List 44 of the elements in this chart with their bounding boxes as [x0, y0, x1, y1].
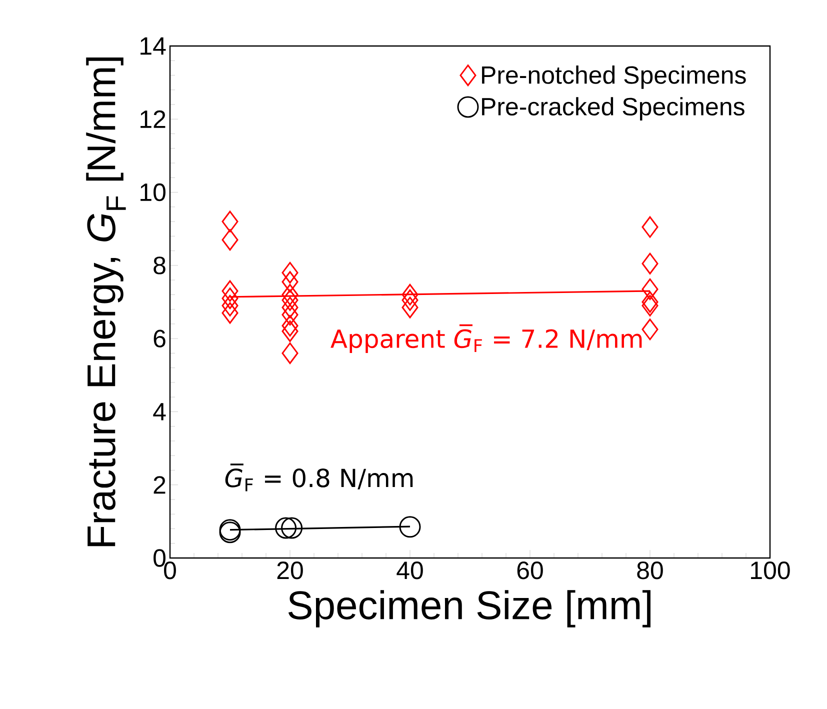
point: [281, 517, 303, 539]
x-tick-label: 40: [396, 562, 423, 580]
y-tick-label: 4: [153, 403, 166, 420]
x-tick-label: 100: [751, 562, 790, 580]
y-tick-label: 12: [140, 110, 166, 128]
point: [642, 294, 658, 316]
point: [282, 271, 298, 293]
legend-label: Pre-cracked Specimens: [482, 97, 744, 120]
point: [282, 342, 298, 364]
point: [282, 262, 298, 284]
point: [282, 320, 298, 342]
annotation: G̅$_{F}$ = 0.8 N/mm: [225, 464, 413, 492]
point: [642, 318, 658, 340]
point: [642, 252, 658, 274]
point: [282, 289, 298, 311]
point: [402, 289, 418, 311]
legend-label: Pre-notched Specimens: [482, 66, 746, 89]
y-axis-title: Fracture Energy, G$_{F}$ [N/mm]: [86, 57, 126, 546]
point: [222, 288, 238, 310]
x-tick-label: 80: [637, 562, 663, 580]
x-tick-label: 20: [277, 562, 303, 580]
point: [282, 296, 298, 318]
y-tick-label: 10: [140, 183, 166, 202]
point: [402, 296, 418, 318]
y-tick-label: 8: [154, 256, 166, 274]
point: [275, 517, 297, 539]
point: [402, 284, 418, 306]
point: [642, 216, 658, 238]
point: [642, 278, 658, 300]
annotation: Apparent G̅$_{F}$ = 7.2 N/mm: [330, 324, 642, 353]
point: [282, 304, 298, 326]
point: [222, 280, 238, 302]
point: [222, 210, 238, 232]
point: [282, 284, 298, 306]
x-axis-title: Specimen Size [mm]: [288, 590, 650, 628]
y-tick-label: 6: [154, 330, 166, 348]
point: [222, 229, 238, 251]
x-tick-label: 60: [517, 562, 543, 580]
point: [222, 302, 238, 324]
y-tick-label: 2: [154, 476, 166, 494]
y-tick-label: 0: [154, 549, 166, 567]
point: [282, 315, 298, 337]
point: [399, 516, 421, 538]
y-tick-label: 14: [140, 37, 166, 55]
